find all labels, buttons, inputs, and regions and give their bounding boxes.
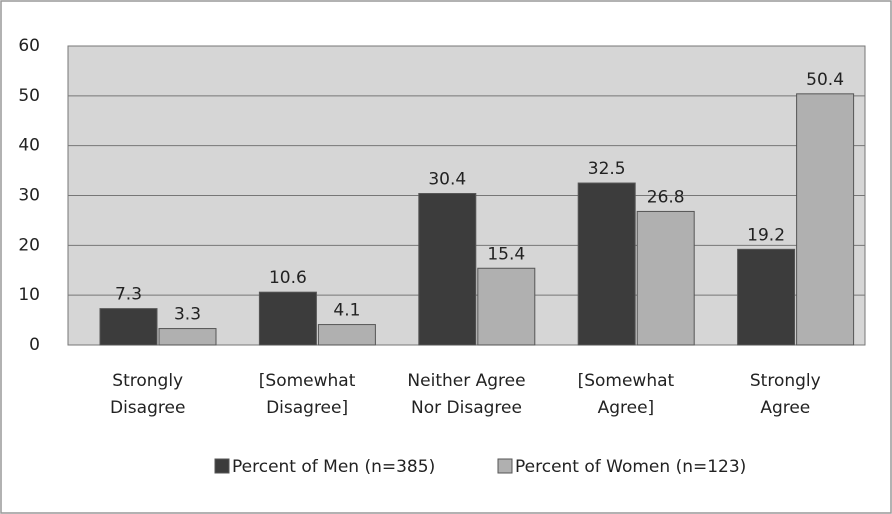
x-tick-label: Agree bbox=[760, 398, 810, 418]
legend-swatch bbox=[497, 458, 513, 474]
bar bbox=[418, 193, 477, 346]
y-tick-label: 0 bbox=[29, 335, 40, 355]
x-tick-label: Nor Disagree bbox=[411, 398, 522, 418]
data-label: 15.4 bbox=[487, 244, 525, 264]
data-label: 32.5 bbox=[588, 159, 626, 179]
legend-swatch bbox=[214, 458, 230, 474]
x-tick-label: Neither Agree bbox=[407, 371, 525, 391]
data-label: 30.4 bbox=[428, 170, 466, 190]
bar bbox=[158, 328, 217, 346]
x-tick-label: Strongly bbox=[112, 371, 183, 391]
data-label: 7.3 bbox=[115, 285, 142, 305]
legend-label: Percent of Women (n=123) bbox=[515, 457, 746, 477]
data-label: 19.2 bbox=[747, 225, 785, 245]
x-tick-label: Disagree] bbox=[266, 398, 348, 418]
bar bbox=[258, 291, 317, 346]
data-label: 3.3 bbox=[174, 305, 201, 325]
bar bbox=[99, 308, 158, 346]
y-tick-label: 50 bbox=[18, 86, 40, 106]
bar bbox=[477, 267, 536, 346]
y-tick-label: 20 bbox=[18, 235, 40, 255]
bar bbox=[737, 248, 796, 346]
data-label: 10.6 bbox=[269, 268, 307, 288]
bar bbox=[636, 210, 695, 346]
bar bbox=[796, 93, 855, 346]
y-tick-label: 40 bbox=[18, 136, 40, 156]
x-tick-label: Strongly bbox=[750, 371, 821, 391]
data-label: 50.4 bbox=[806, 70, 844, 90]
data-label: 4.1 bbox=[333, 301, 360, 321]
y-tick-label: 60 bbox=[18, 36, 40, 56]
bar bbox=[577, 182, 636, 346]
x-tick-label: Disagree bbox=[110, 398, 185, 418]
bar bbox=[317, 324, 376, 346]
data-label: 26.8 bbox=[647, 187, 685, 207]
legend-label: Percent of Men (n=385) bbox=[232, 457, 435, 477]
y-tick-label: 10 bbox=[18, 285, 40, 305]
x-tick-label: [Somewhat bbox=[259, 371, 356, 391]
x-tick-label: Agree] bbox=[598, 398, 655, 418]
y-tick-label: 30 bbox=[18, 186, 40, 206]
x-tick-label: [Somewhat bbox=[578, 371, 675, 391]
